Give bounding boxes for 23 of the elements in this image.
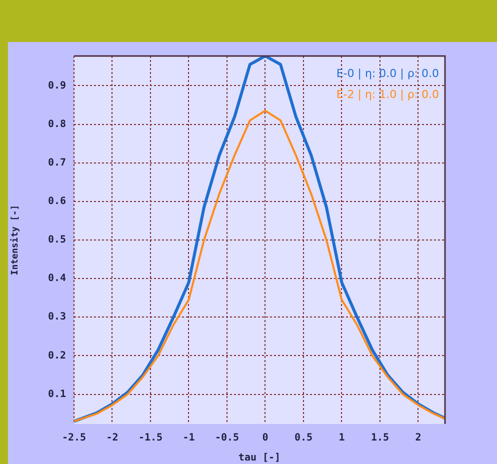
text: E-0 | η: 0.0 | ρ: 0.0 [336,66,439,80]
y-tick-label: 0.9 [48,80,66,92]
x-tick-label: -1.5 [138,432,163,444]
y-tick-label: 0.6 [48,196,66,208]
x-tick-label: 1.5 [370,432,390,444]
x-tick-label: -2.5 [62,432,86,444]
x-tick-label: 1 [338,432,345,444]
y-tick-label: 0.3 [48,312,66,323]
y-tick-label: 0.7 [48,157,66,168]
x-tick-label: -2 [106,432,118,444]
x-axis-title: tau [-] [238,452,281,464]
x-tick-label: 0 [262,432,268,444]
x-tick-label: -1 [182,432,195,444]
y-tick-label: 0.5 [48,234,66,246]
y-tick-label: 0.2 [48,350,66,362]
y-tick-label: 0.8 [48,118,66,130]
x-tick-label: 2 [415,432,422,444]
x-tick-label: -0.5 [214,432,240,444]
y-tick-label: 0.1 [48,388,66,400]
x-tick-label: 0.5 [294,432,313,444]
text: E-2 | η: 1.0 | ρ: 0.0 [336,88,439,101]
y-tick-label: 0.4 [48,273,66,284]
y-axis-title: Intensity [-] [10,204,21,276]
